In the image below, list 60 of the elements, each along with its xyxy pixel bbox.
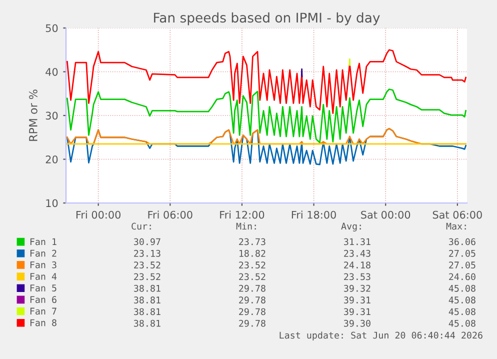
y-tick-label: 10 bbox=[46, 199, 58, 208]
text: 29.78 bbox=[239, 308, 266, 316]
text: 18.82 bbox=[240, 250, 266, 257]
legend-label: Fan 1 bbox=[30, 238, 56, 246]
text: 23.52 bbox=[134, 273, 160, 280]
legend-label: Fan 7 bbox=[30, 308, 56, 315]
x-tick-label: Fri 06:00 bbox=[148, 210, 192, 219]
legend-label: Fan 2 bbox=[30, 250, 56, 257]
text: 39.31 bbox=[344, 296, 370, 304]
text: 45.08 bbox=[448, 308, 476, 316]
legend-label: Fan 6 bbox=[30, 296, 56, 304]
text: Max: bbox=[446, 222, 466, 230]
text: 45.08 bbox=[448, 296, 476, 304]
text: 24.60 bbox=[449, 273, 476, 280]
text: Avg: bbox=[341, 222, 361, 232]
y-tick-label: 20 bbox=[46, 155, 58, 164]
text: Min: bbox=[236, 222, 256, 230]
text: 23.52 bbox=[134, 262, 160, 268]
text: Last update: Sat Jun 20 06:40:44 2026 bbox=[280, 332, 482, 340]
text: 36.06 bbox=[449, 238, 476, 246]
legend-label: Fan 8 bbox=[30, 319, 56, 326]
text: 29.78 bbox=[239, 296, 266, 304]
text: Cur: bbox=[132, 222, 151, 230]
text: 38.81 bbox=[134, 296, 160, 304]
text: 39.31 bbox=[344, 308, 370, 316]
legend-label: Fan 5 bbox=[30, 284, 56, 292]
chart-title: Fan speeds based on IPMI - by day bbox=[154, 12, 380, 26]
text: 27.05 bbox=[449, 262, 476, 268]
legend-label: Fan 4 bbox=[30, 273, 57, 280]
y-tick-label: 50 bbox=[46, 24, 58, 32]
y-tick-label: 30 bbox=[46, 112, 58, 120]
text: 38.81 bbox=[134, 284, 160, 292]
text: 23.53 bbox=[344, 273, 370, 280]
text: 23.73 bbox=[239, 238, 266, 246]
text: 31.31 bbox=[344, 238, 370, 246]
text: 38.81 bbox=[134, 320, 160, 327]
text: 39.30 bbox=[344, 320, 370, 327]
text: 24.18 bbox=[344, 262, 370, 268]
text: 45.08 bbox=[448, 320, 476, 327]
text: 23.52 bbox=[239, 273, 266, 280]
text: 29.78 bbox=[239, 284, 266, 292]
y-tick-label: 40 bbox=[46, 68, 58, 76]
line-series bbox=[66, 88, 466, 144]
text: 29.78 bbox=[239, 320, 266, 327]
x-tick-label: Fri 12:00 bbox=[220, 210, 264, 219]
line-series bbox=[66, 49, 466, 114]
x-tick-label: Sat 00:00 bbox=[361, 210, 410, 219]
x-tick-label: Fri 00:00 bbox=[76, 210, 120, 219]
text: 23.13 bbox=[134, 250, 160, 257]
x-tick-label: Sat 06:00 bbox=[432, 210, 482, 219]
y-axis-title: RPM or % bbox=[28, 90, 38, 141]
legend-label: Fan 3 bbox=[30, 261, 56, 268]
x-tick-label: Fri 18:00 bbox=[292, 210, 336, 219]
text: 38.81 bbox=[134, 308, 160, 316]
text: 23.43 bbox=[344, 250, 370, 257]
text: 39.32 bbox=[344, 284, 370, 292]
text: 23.52 bbox=[239, 262, 266, 268]
text: 45.08 bbox=[448, 284, 476, 292]
text: 30.97 bbox=[134, 238, 160, 246]
text: 27.05 bbox=[449, 250, 476, 257]
